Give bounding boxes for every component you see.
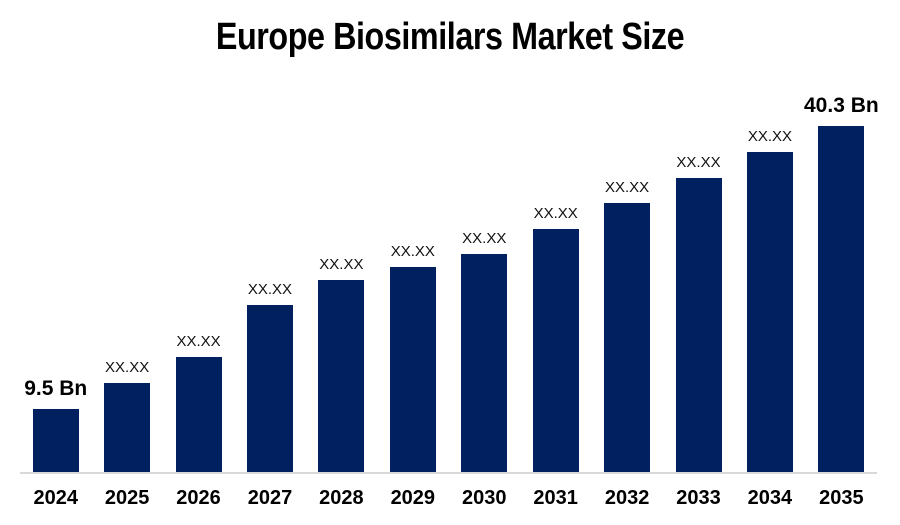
plot-area: 9.5 Bn XX.XX XX.XX XX.XX XX.XX XX.XX XX.XX XX.X… bbox=[20, 93, 879, 474]
bar bbox=[461, 254, 508, 472]
x-tick-label: 2032 bbox=[604, 487, 650, 509]
bar bbox=[746, 152, 793, 472]
bar-value-label: 9.5 Bn bbox=[24, 376, 88, 400]
bar-value-label: XX.XX bbox=[533, 204, 578, 222]
bar-value-label: XX.XX bbox=[105, 358, 150, 376]
x-tick-label: 2026 bbox=[176, 487, 221, 509]
bar-group: XX.XX bbox=[306, 255, 377, 472]
bar-group: XX.XX bbox=[163, 332, 234, 472]
bar bbox=[104, 383, 151, 472]
bar-value-label: XX.XX bbox=[604, 178, 650, 196]
bar bbox=[246, 305, 293, 472]
bar bbox=[532, 229, 579, 472]
bar bbox=[175, 357, 222, 472]
bar-value-label: XX.XX bbox=[176, 332, 221, 350]
bar-group: XX.XX bbox=[734, 127, 805, 472]
bar-value-label: 40.3 Bn bbox=[804, 93, 879, 117]
bar-group: XX.XX bbox=[234, 280, 305, 472]
x-tick-label: 2034 bbox=[747, 487, 793, 509]
bar-value-label: XX.XX bbox=[319, 255, 364, 273]
bar-group: XX.XX bbox=[520, 204, 591, 472]
chart-title: Europe Biosimilars Market Size bbox=[215, 16, 685, 58]
bar bbox=[389, 267, 436, 472]
bar-value-label: XX.XX bbox=[390, 242, 435, 260]
bar-value-label: XX.XX bbox=[247, 280, 293, 298]
x-tick-label: 2029 bbox=[390, 487, 436, 509]
bar bbox=[318, 280, 365, 472]
x-tick-label: 2030 bbox=[461, 487, 507, 509]
bar-group: XX.XX bbox=[91, 358, 162, 472]
bar-group: XX.XX bbox=[663, 153, 734, 472]
x-tick-label: 2028 bbox=[319, 487, 364, 509]
bar-group: 40.3 Bn bbox=[804, 93, 879, 472]
x-tick-label: 2024 bbox=[33, 487, 78, 509]
bar-value-label: XX.XX bbox=[747, 127, 793, 145]
bar-value-label: XX.XX bbox=[462, 229, 507, 247]
bar-group: 9.5 Bn bbox=[20, 377, 91, 472]
bar bbox=[818, 126, 865, 472]
bar bbox=[32, 409, 79, 472]
bar-value-label: XX.XX bbox=[676, 153, 721, 171]
bar-group: XX.XX bbox=[591, 178, 662, 472]
bar-group: XX.XX bbox=[449, 229, 520, 472]
bar bbox=[675, 178, 722, 472]
bar bbox=[604, 203, 651, 472]
x-tick-label: 2033 bbox=[676, 487, 721, 509]
x-tick-label: 2035 bbox=[819, 487, 864, 509]
x-tick-label: 2031 bbox=[533, 487, 578, 509]
x-tick-label: 2025 bbox=[104, 487, 150, 509]
bar-group: XX.XX bbox=[377, 242, 448, 472]
x-axis-labels: 2024 2025 2026 2027 2028 2029 2030 2031 2032 2033… bbox=[20, 487, 877, 510]
x-tick-label: 2027 bbox=[247, 487, 293, 509]
